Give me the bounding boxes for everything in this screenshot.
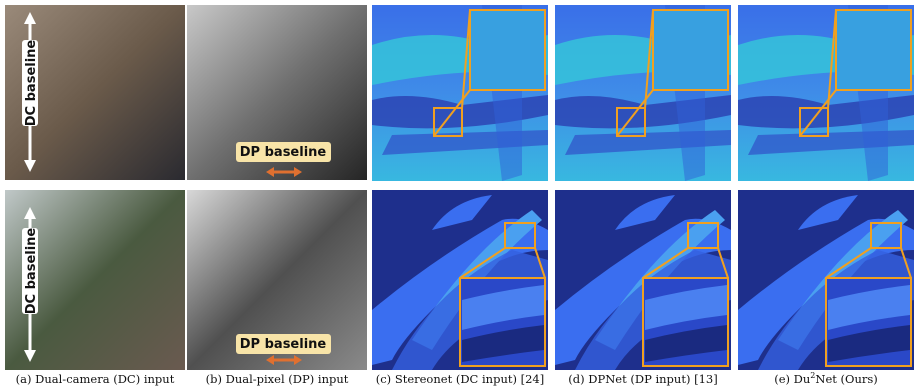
caption-part: Net (Ours)	[815, 372, 877, 386]
caption: (e) Du2Net (Ours)	[774, 371, 878, 386]
figure: DC baseline DC baseline DP baseline DP b…	[0, 0, 918, 389]
panel-a: DC baseline DC baseline	[5, 5, 185, 370]
baseline-label: DC baseline	[24, 40, 39, 127]
baseline-label: DP baseline	[240, 145, 327, 160]
caption: (b) Dual-pixel (DP) input	[206, 372, 349, 386]
caption: (d) DPNet (DP input) [13]	[568, 372, 717, 386]
caption: (c) Stereonet (DC input) [24]	[376, 372, 544, 386]
baseline-label: DP baseline	[240, 337, 327, 352]
caption: (a) Dual-camera (DC) input	[16, 372, 175, 386]
baseline-label: DC baseline	[24, 228, 39, 315]
caption-part: (e) Du	[774, 372, 810, 386]
panel-b: DP baseline DP baseline	[187, 5, 367, 370]
depth-maps	[372, 5, 914, 370]
